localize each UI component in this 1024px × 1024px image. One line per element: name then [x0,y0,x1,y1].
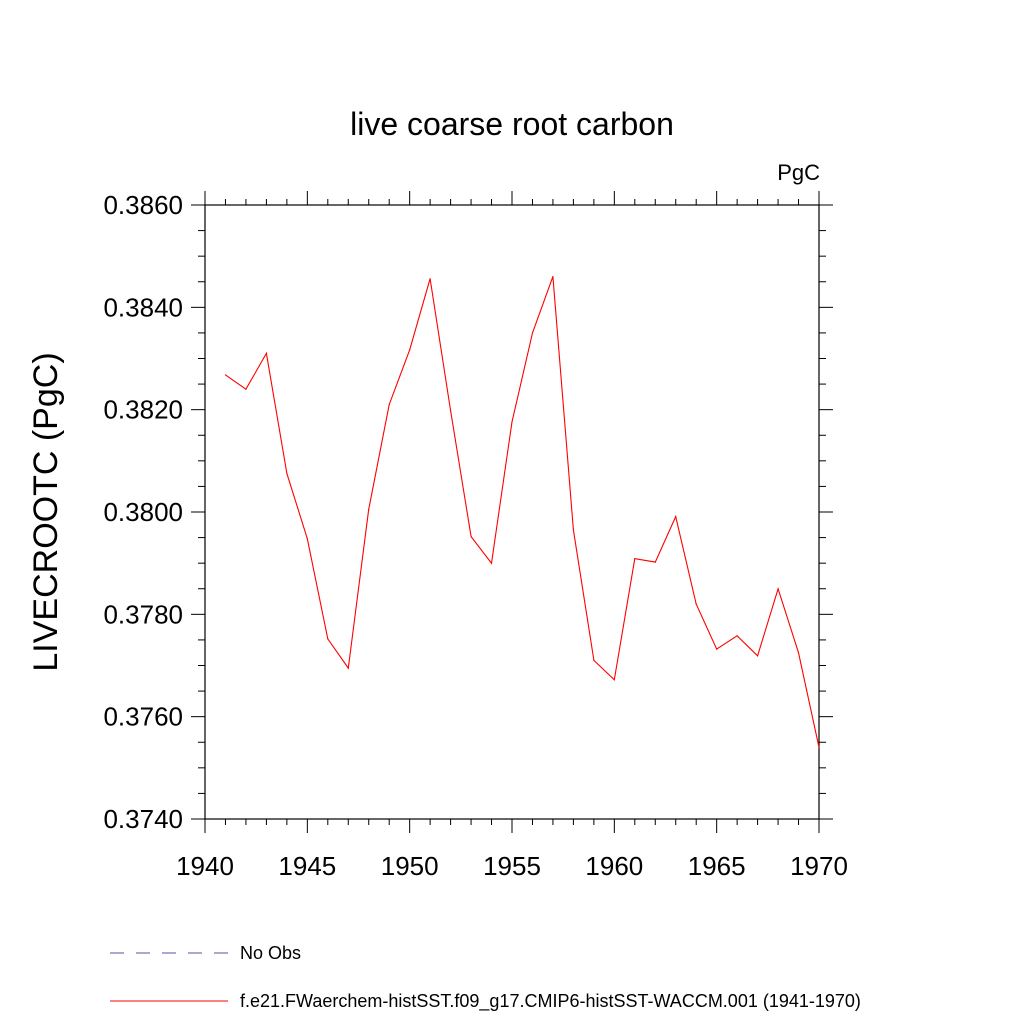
x-tick-labels: 1940 1945 1950 1955 1960 1965 1970 [176,851,848,881]
data-point [490,562,493,564]
data-point [265,352,267,354]
legend-label-no-obs: No Obs [240,943,301,963]
x-tick-label: 1940 [176,851,234,881]
data-point [388,404,390,406]
data-point [450,410,452,412]
legend-label-model: f.e21.FWaerchem-histSST.f09_g17.CMIP6-hi… [240,991,861,1012]
data-point [675,516,677,518]
x-tick-label: 1950 [381,851,439,881]
data-point [593,659,595,662]
x-tick-label: 1970 [790,851,848,881]
data-point [695,603,697,605]
y-tick-label: 0.3760 [103,702,183,732]
y-tick-labels: 0.3740 0.3760 0.3780 0.3800 0.3820 0.3840 0.38… [103,190,183,834]
data-point [429,278,431,280]
y-axis-label: LIVECROOTC (PgC) [27,352,65,671]
data-point [797,652,800,654]
y-tick-label: 0.3820 [103,395,183,425]
data-point [757,655,759,657]
legend: No Obs f.e21.FWaerchem-histSST.f09_g17.C… [110,943,861,1012]
x-tick-label: 1945 [278,851,336,881]
data-point [224,374,227,376]
data-point [368,508,370,510]
units-label: PgC [777,160,820,185]
data-point [409,349,411,351]
data-point [306,538,308,540]
data-point [552,276,554,278]
x-tick-label: 1955 [483,851,541,881]
data-point [777,588,779,590]
series-group [224,276,820,749]
y-tick-label: 0.3800 [103,497,183,527]
plot-frame [204,204,820,820]
data-point [572,529,575,531]
data-point [654,561,656,563]
data-point [634,558,636,560]
y-tick-label: 0.3740 [103,804,183,834]
axis-ticks [191,191,833,833]
data-point [736,635,738,637]
data-point [511,421,513,423]
series-line [225,276,820,748]
data-point [347,667,349,669]
x-tick-label: 1965 [688,851,746,881]
chart-title: live coarse root carbon [350,106,674,142]
data-point [327,638,329,640]
data-point [613,679,615,681]
y-tick-label: 0.3780 [103,599,183,629]
y-tick-label: 0.3860 [103,190,183,220]
x-tick-label: 1960 [585,851,643,881]
data-point [245,388,247,390]
y-tick-label: 0.3840 [103,292,183,322]
data-point [470,536,472,538]
data-point [716,648,718,650]
data-point [531,332,534,334]
data-point [286,473,288,475]
data-point [818,746,820,749]
